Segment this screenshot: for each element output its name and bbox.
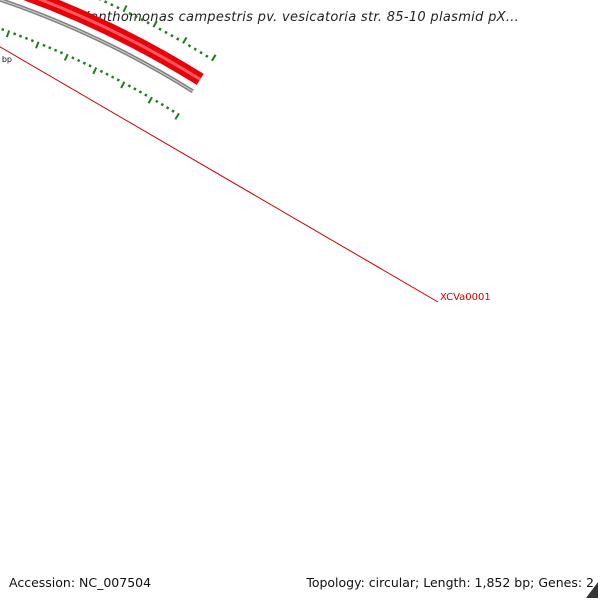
major-tick [182,36,188,44]
minor-tick [53,48,58,52]
minor-tick [71,56,75,60]
minor-tick [158,27,162,31]
minor-tick [48,46,52,50]
minor-tick [42,43,46,47]
major-tick [211,54,217,62]
minor-tick [127,84,132,88]
minor-tick [193,47,197,51]
minor-tick [133,87,137,91]
minor-tick [59,51,64,55]
minor-tick [116,78,120,82]
minor-tick [1,27,5,32]
minor-tick [171,109,175,113]
minor-tick [116,6,120,10]
minor-tick [134,14,138,19]
accession-label: Accession: NC_007504 [9,575,152,590]
minor-tick [82,61,87,65]
minor-tick [99,69,104,74]
page-title: Xanthomonas campestris pv. vesicatoria s… [80,10,520,25]
minor-tick [104,0,108,4]
minor-tick [199,50,203,55]
minor-tick [110,75,115,79]
gene-xcva0001-highlight [37,0,201,81]
minor-tick [110,3,114,7]
minor-tick [170,34,174,38]
major-tick [35,41,40,49]
minor-tick [146,21,150,25]
minor-tick [18,34,23,38]
major-tick [174,112,180,120]
outer-tick-ring [98,0,217,62]
minor-tick [205,54,209,58]
plasmid-backbone-highlight [0,0,194,92]
minor-tick [160,102,164,107]
resize-corner-icon[interactable] [584,578,600,600]
minor-tick [164,30,168,35]
inner-tick-ring [1,27,180,120]
minor-tick [13,32,17,36]
major-tick [120,81,126,89]
plasmid-backbone [0,0,194,93]
ruler-label: 260 bp [0,55,12,64]
topology-label: Topology: circular; Length: 1,852 bp; Ge… [306,575,594,590]
major-tick [63,53,69,61]
major-tick [5,30,11,38]
minor-tick [165,106,170,110]
gene-label-leader-line [0,46,439,303]
minor-tick [128,11,132,16]
minor-tick [144,93,148,97]
minor-tick [24,36,29,40]
major-tick [147,96,153,104]
minor-tick [187,44,192,48]
major-tick [92,67,98,75]
minor-tick [105,72,109,76]
minor-tick [76,58,81,63]
minor-tick [176,37,180,41]
ruler-labels: 120 bp140 bp160 bp180 bp200 bp220 bp240 … [0,55,12,64]
major-tick [122,5,128,13]
minor-tick [88,64,92,68]
major-tick [152,20,158,28]
minor-tick [155,99,159,104]
gene-label-xcva0001[interactable]: XCVa0001 [440,292,491,303]
minor-tick [140,18,144,22]
minor-tick [138,90,143,94]
minor-tick [30,39,34,43]
